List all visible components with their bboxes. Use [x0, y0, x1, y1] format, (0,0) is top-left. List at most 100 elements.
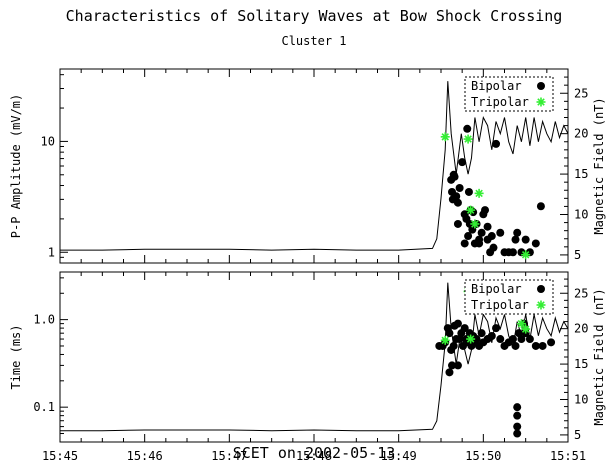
tripolar-point — [516, 319, 526, 329]
x-axis-label: SCET on 2002-05-13 — [233, 444, 396, 462]
magnetic-field-line — [60, 81, 569, 251]
legend-label: Bipolar — [471, 282, 522, 296]
bipolar-point — [513, 411, 522, 420]
y2-tick-label: 15 — [574, 357, 588, 371]
legend-bipolar-marker — [537, 82, 545, 90]
x-tick-label: 15:46 — [127, 449, 163, 463]
y2-tick-label: 15 — [574, 167, 588, 181]
x-tick-label: 15:51 — [550, 449, 586, 463]
bipolar-point — [464, 232, 473, 241]
bipolar-point — [513, 422, 522, 431]
bipolar-point — [547, 338, 556, 347]
tripolar-stroke — [466, 206, 475, 214]
bipolar-point — [487, 232, 496, 241]
legend-tripolar-marker — [536, 300, 546, 310]
legend-bipolar-marker — [537, 285, 545, 293]
bipolar-point — [513, 429, 522, 438]
tripolar-stroke — [441, 133, 449, 141]
bipolar-point — [458, 158, 467, 167]
y2-tick-label: 10 — [574, 393, 588, 407]
tripolar-point — [440, 335, 450, 345]
x-tick-label: 15:48 — [296, 449, 332, 463]
bipolar-point — [538, 341, 547, 350]
bipolar-point — [508, 248, 517, 257]
y2-axis-label: Magnetic Field (nT) — [592, 288, 606, 425]
tripolar-stroke — [521, 250, 530, 259]
legend: Bipolar Tripolar — [464, 279, 554, 315]
bipolar-point — [513, 228, 522, 237]
x-tick-label: 15:49 — [381, 449, 417, 463]
bipolar-point — [477, 228, 486, 237]
bipolar-point — [483, 222, 492, 231]
y-tick-label: 1.0 — [33, 313, 55, 327]
chart-subtitle: Cluster 1 — [281, 34, 346, 48]
bipolar-point — [508, 335, 517, 344]
bipolar-point — [525, 335, 534, 344]
tripolar-point — [463, 134, 473, 144]
y2-axis-label: Magnetic Field (nT) — [592, 97, 606, 234]
bipolar-point — [449, 341, 458, 350]
panel-2: 0.1 1.0 5 10 15 20 25 Time (ms) Magnetic Field (… — [9, 271, 606, 443]
chart-title: Characteristics of Solitary Waves at Bow… — [66, 7, 563, 25]
bipolar-point — [531, 341, 540, 350]
tripolar-point — [466, 205, 476, 215]
y-axis-label: Time (ms) — [9, 324, 23, 389]
bipolar-point — [445, 329, 454, 338]
tripolar-stroke — [521, 325, 530, 333]
bipolar-point — [450, 172, 459, 181]
y2-tick-label: 20 — [574, 127, 588, 141]
bipolar-point — [531, 239, 540, 248]
tripolar-point — [466, 334, 476, 344]
legend-label: Bipolar — [471, 79, 522, 93]
y2-tick-label: 5 — [574, 248, 581, 262]
bipolar-point — [517, 335, 526, 344]
tripolar-stroke — [441, 336, 449, 345]
legend-label: Tripolar — [471, 95, 529, 109]
y2-tick-label: 5 — [574, 428, 581, 442]
legend-tripolar-marker — [536, 97, 546, 107]
bipolar-point — [511, 341, 520, 350]
bipolar-point — [513, 403, 522, 412]
bipolar-point — [536, 202, 545, 211]
bipolar-point — [487, 332, 496, 341]
y2-tick-label: 10 — [574, 208, 588, 222]
y2-tick-label: 20 — [574, 322, 588, 336]
y2-tick-label: 25 — [574, 86, 588, 100]
tripolar-stroke — [466, 335, 475, 343]
bipolar-point — [453, 219, 462, 228]
bipolar-point — [455, 183, 464, 192]
bipolar-point — [452, 192, 461, 201]
bipolar-point — [521, 235, 530, 244]
y2-tick-label: 25 — [574, 286, 588, 300]
tripolar-point — [521, 250, 531, 260]
bipolar-point — [511, 235, 520, 244]
bipolar-point — [496, 335, 505, 344]
bipolar-point — [475, 239, 484, 248]
bipolar-point — [496, 228, 505, 237]
legend-label: Tripolar — [471, 298, 529, 312]
y-axis-label: P-P Amplitude (mV/m) — [9, 94, 23, 239]
bipolar-point — [489, 243, 498, 252]
bipolar-point — [477, 329, 486, 338]
y-tick-label: 0.1 — [33, 400, 55, 414]
bipolar-point — [492, 139, 501, 148]
bipolar-point — [492, 324, 501, 333]
bipolar-point — [453, 361, 462, 370]
x-tick-label: 15:47 — [211, 449, 247, 463]
bipolar-point — [472, 335, 481, 344]
bipolar-point — [445, 368, 454, 377]
bipolar-point — [460, 324, 469, 333]
bipolar-point — [453, 198, 462, 207]
tripolar-point — [440, 132, 450, 142]
bipolar-point — [453, 319, 462, 328]
panel-1: 1 10 5 10 15 20 25 P-P Amplitude (mV/m) Magnetic… — [9, 68, 606, 264]
tripolar-point — [521, 324, 531, 334]
bipolar-point — [448, 361, 457, 370]
x-tick-label: 15:45 — [42, 449, 78, 463]
tripolar-stroke — [537, 301, 545, 309]
bipolar-point — [464, 187, 473, 196]
y-tick-label: 10 — [41, 134, 55, 148]
x-tick-label: 15:50 — [465, 449, 501, 463]
legend: Bipolar Tripolar — [464, 76, 554, 112]
